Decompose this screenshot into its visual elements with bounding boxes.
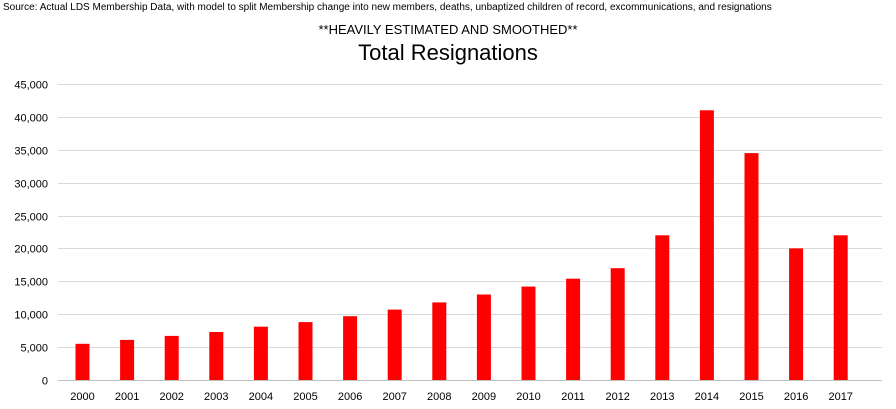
bar-2010 — [521, 286, 536, 380]
y-tick-label: 20,000 — [14, 244, 48, 256]
bar-2005 — [298, 322, 313, 380]
x-tick-label: 2008 — [427, 391, 451, 403]
x-tick-label: 2006 — [338, 391, 362, 403]
x-tick-label: 2007 — [382, 391, 406, 403]
x-tick-label: 2003 — [204, 391, 228, 403]
x-tick-label: 2010 — [516, 391, 540, 403]
bar-2008 — [432, 302, 447, 380]
y-tick-label: 30,000 — [14, 179, 48, 191]
bar-2004 — [253, 326, 268, 380]
bar-2000 — [75, 343, 90, 380]
x-tick-label: 2017 — [828, 391, 852, 403]
bar-2014 — [699, 110, 714, 381]
x-tick-label: 2005 — [293, 391, 317, 403]
bar-2012 — [610, 268, 625, 380]
bar-2017 — [833, 235, 848, 380]
chart-title: Total Resignations — [358, 40, 538, 65]
bar-2001 — [120, 339, 135, 380]
y-tick-label: 25,000 — [14, 212, 48, 224]
x-tick-label: 2014 — [695, 391, 719, 403]
y-tick-label: 10,000 — [14, 310, 48, 322]
y-tick-label: 45,000 — [14, 80, 48, 92]
x-tick-label: 2011 — [561, 391, 585, 403]
bar-2013 — [655, 235, 670, 380]
y-tick-label: 0 — [42, 376, 48, 388]
bar-2009 — [476, 294, 491, 380]
x-tick-label: 2001 — [115, 391, 139, 403]
x-tick-label: 2004 — [249, 391, 273, 403]
x-tick-label: 2000 — [70, 391, 94, 403]
source-note: Source: Actual LDS Membership Data, with… — [3, 2, 772, 13]
bar-2007 — [387, 309, 402, 380]
x-tick-label: 2016 — [784, 391, 808, 403]
bar-2002 — [164, 335, 179, 380]
y-tick-label: 40,000 — [14, 113, 48, 125]
x-tick-label: 2015 — [739, 391, 763, 403]
x-tick-label: 2002 — [159, 391, 183, 403]
x-tick-label: 2012 — [605, 391, 629, 403]
x-tick-label: 2009 — [472, 391, 496, 403]
x-tick-label: 2013 — [650, 391, 674, 403]
axes: 0 5,000 10,000 15,000 20,000 25,000 30,000 35,0… — [14, 80, 882, 403]
bars — [75, 110, 848, 381]
chart-subtitle: **HEAVILY ESTIMATED AND SMOOTHED** — [318, 22, 578, 37]
y-tick-label: 15,000 — [14, 277, 48, 289]
y-tick-label: 5,000 — [20, 343, 48, 355]
bar-2016 — [789, 248, 804, 380]
bar-2006 — [343, 316, 358, 380]
bar-2011 — [566, 278, 581, 380]
bar-2003 — [209, 332, 224, 380]
bar-2015 — [744, 153, 759, 380]
y-tick-label: 35,000 — [14, 146, 48, 158]
